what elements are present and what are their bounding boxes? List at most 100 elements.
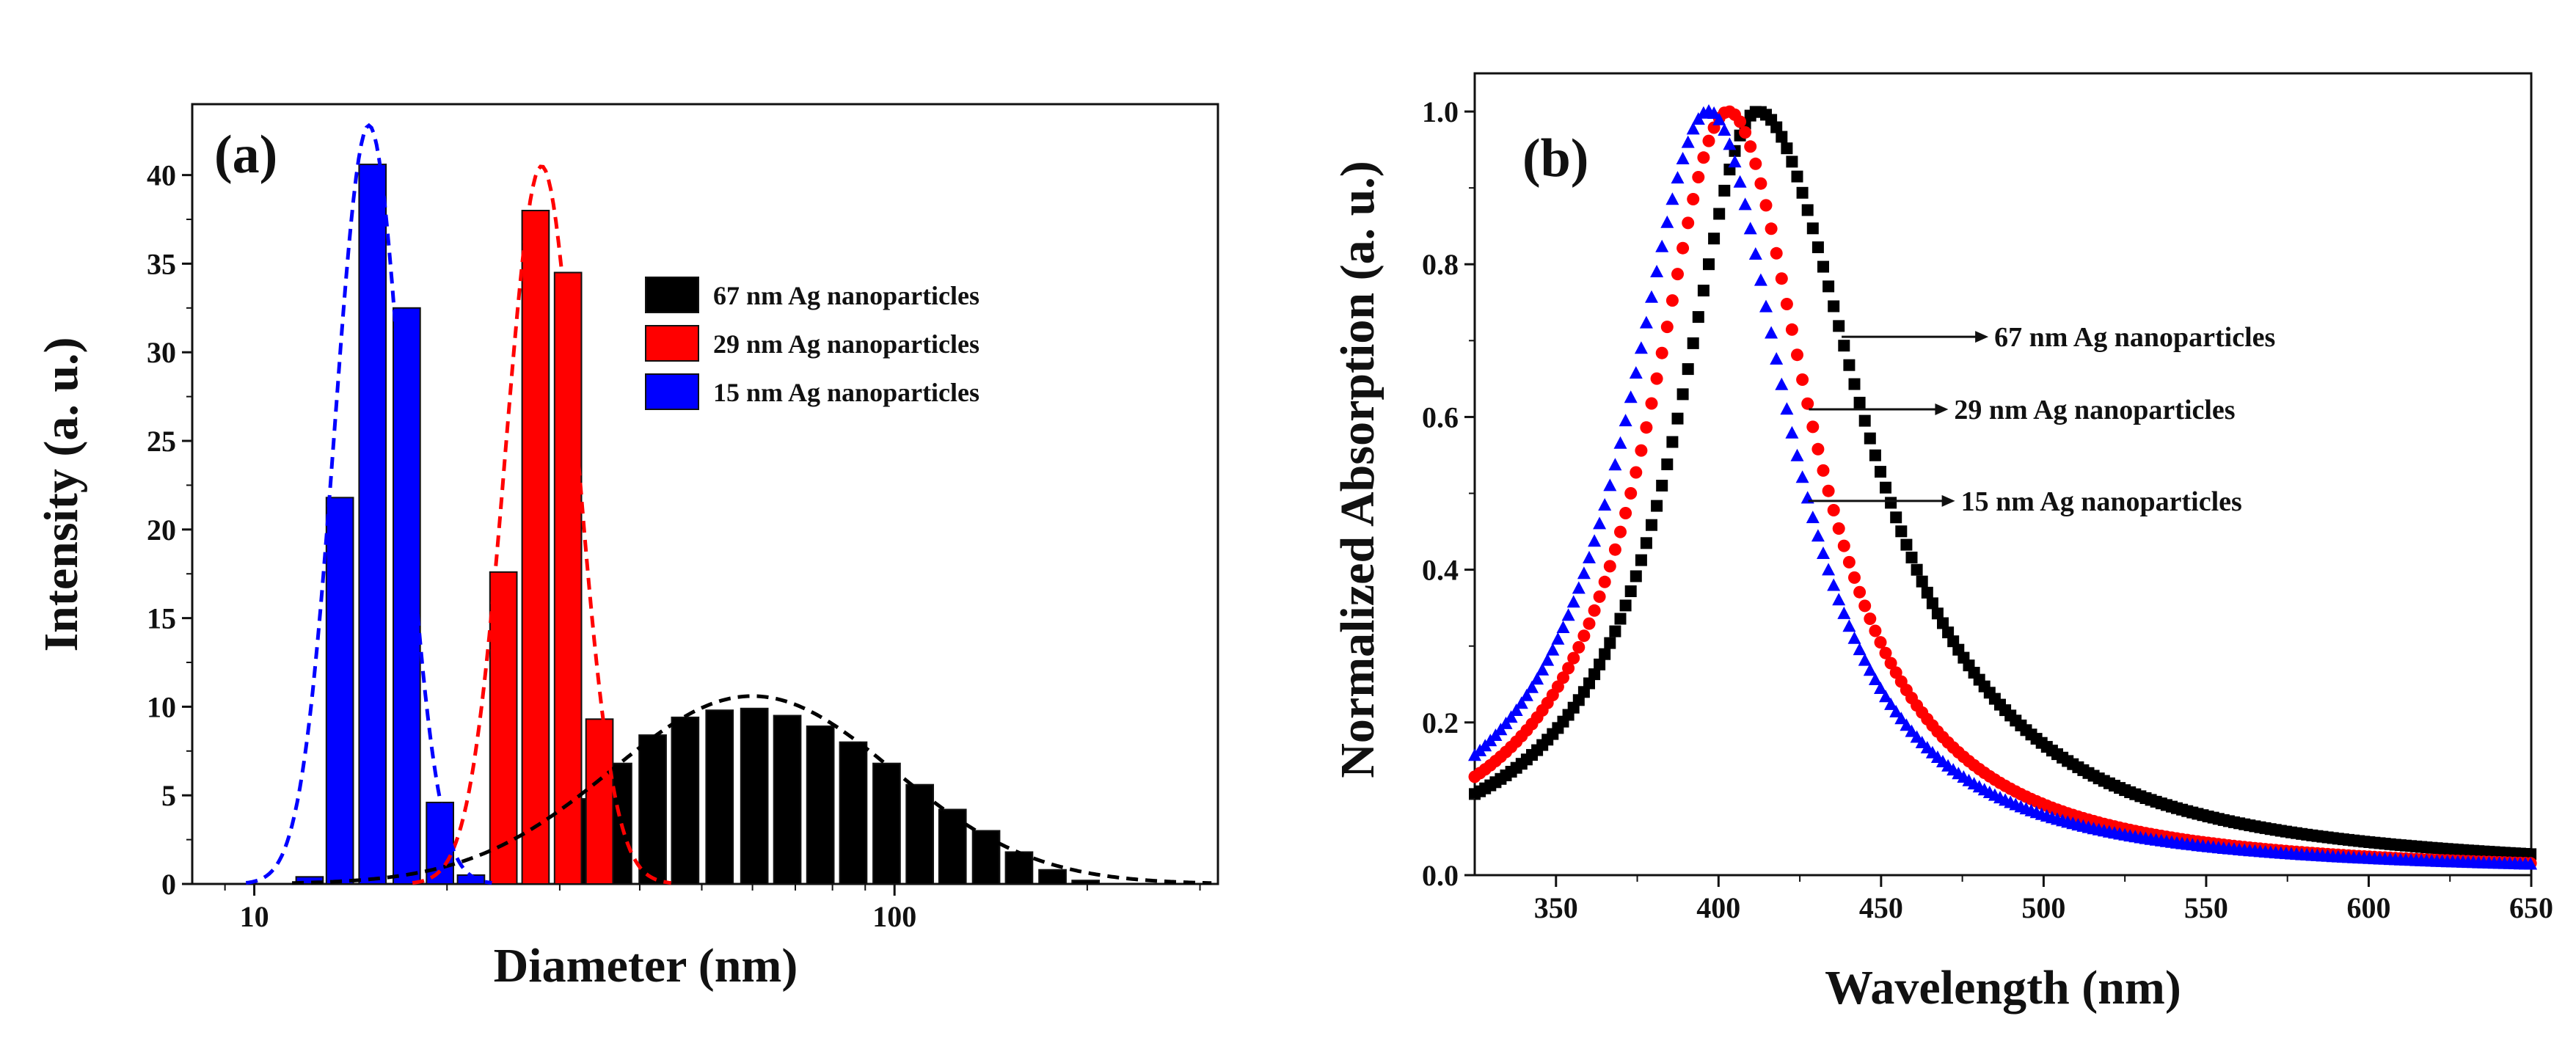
point — [1645, 290, 1658, 303]
point — [1598, 498, 1612, 511]
point — [1811, 529, 1825, 542]
b-xtick-label-3: 500 — [2021, 891, 2065, 924]
bar-67nm-8 — [839, 741, 868, 885]
point — [1759, 299, 1773, 313]
bar-67nm-9 — [872, 762, 901, 885]
point — [1599, 648, 1611, 660]
point — [1822, 563, 1836, 576]
point — [1697, 151, 1710, 164]
point — [1546, 643, 1560, 656]
point — [1671, 171, 1685, 184]
point — [1832, 522, 1845, 535]
point — [1843, 359, 1856, 371]
point — [1703, 258, 1715, 271]
point — [1687, 193, 1700, 205]
point — [1738, 197, 1752, 211]
annotation-label-15nm: 15 nm Ag nanoparticles — [1961, 486, 2242, 517]
legend-label-29nm: 29 nm Ag nanoparticles — [713, 329, 979, 359]
point — [1827, 578, 1841, 591]
a-xtick-label-0: 10 — [240, 900, 269, 933]
point — [1848, 571, 1861, 584]
point — [1785, 425, 1799, 439]
point — [1604, 637, 1616, 649]
point — [1655, 346, 1668, 359]
bar-29nm-3 — [585, 718, 614, 885]
point — [1619, 414, 1632, 427]
point — [1603, 560, 1616, 573]
point — [1629, 366, 1643, 379]
point — [1567, 651, 1580, 665]
point — [1822, 484, 1835, 497]
point — [1661, 458, 1674, 470]
point — [1718, 184, 1731, 197]
point — [1608, 543, 1621, 556]
point — [1754, 177, 1767, 190]
annotation-arrowhead-15nm — [1941, 494, 1955, 507]
point — [1624, 390, 1638, 403]
point — [1863, 663, 1877, 676]
bar-67nm-4 — [705, 709, 734, 885]
point — [1869, 449, 1881, 461]
point — [1707, 106, 1721, 119]
b-xtick-label-2: 450 — [1859, 891, 1903, 924]
point — [1608, 458, 1622, 471]
a-ytick-label-0: 0 — [161, 868, 176, 901]
legend-swatch-29nm — [645, 325, 699, 362]
point — [1509, 703, 1523, 716]
point — [1885, 497, 1897, 509]
point — [1926, 597, 1938, 610]
point — [1796, 373, 1809, 386]
point — [1562, 662, 1575, 675]
point — [1905, 552, 1918, 563]
bar-15nm-0 — [295, 876, 324, 885]
fit-curve-29nm — [412, 164, 671, 885]
point — [1613, 436, 1627, 449]
point — [1583, 550, 1596, 563]
point — [1817, 260, 1829, 273]
point — [1593, 516, 1607, 530]
panel-a-x-axis-title: Diameter (nm) — [494, 939, 798, 993]
point — [1874, 636, 1887, 649]
point — [1588, 668, 1601, 681]
panel-a-fit-curves — [246, 123, 1212, 885]
panel-b-plot-frame — [1473, 72, 2533, 877]
a-xtick-label-1: 100 — [872, 900, 916, 933]
bar-67nm-6 — [773, 714, 802, 885]
bar-67nm-10 — [905, 783, 935, 885]
point — [1833, 320, 1845, 332]
point — [1577, 566, 1591, 580]
point — [1566, 595, 1580, 608]
point — [1858, 599, 1872, 613]
point — [1676, 152, 1690, 164]
point — [1660, 215, 1674, 228]
point — [1739, 126, 1752, 139]
point — [1864, 613, 1877, 625]
panel-b-label: (b) — [1522, 128, 1588, 189]
point — [1864, 432, 1876, 445]
point — [1785, 323, 1798, 336]
series-15nm-markers — [1468, 104, 2538, 870]
point — [1588, 534, 1602, 547]
point — [1702, 134, 1715, 147]
b-ytick-label-4: 0.8 — [1422, 248, 1459, 281]
panel-b-y-ticks: 0.0 0.2 0.4 0.6 0.8 1.0 — [1422, 95, 1475, 892]
panel-a-label: (a) — [214, 125, 277, 185]
point — [1770, 352, 1784, 365]
point — [1879, 690, 1892, 703]
point — [1551, 632, 1565, 645]
point — [1765, 326, 1778, 339]
point — [1650, 265, 1664, 277]
a-ytick-label-7: 35 — [147, 247, 176, 280]
point — [1619, 599, 1632, 612]
point — [1561, 608, 1575, 621]
point — [1875, 466, 1886, 478]
point — [1858, 414, 1871, 427]
point — [1780, 298, 1793, 310]
point — [1874, 681, 1887, 694]
legend-swatch-15nm — [645, 373, 699, 410]
point — [1900, 538, 1913, 551]
point — [1603, 478, 1617, 491]
point — [1895, 525, 1908, 538]
point — [1847, 631, 1861, 644]
